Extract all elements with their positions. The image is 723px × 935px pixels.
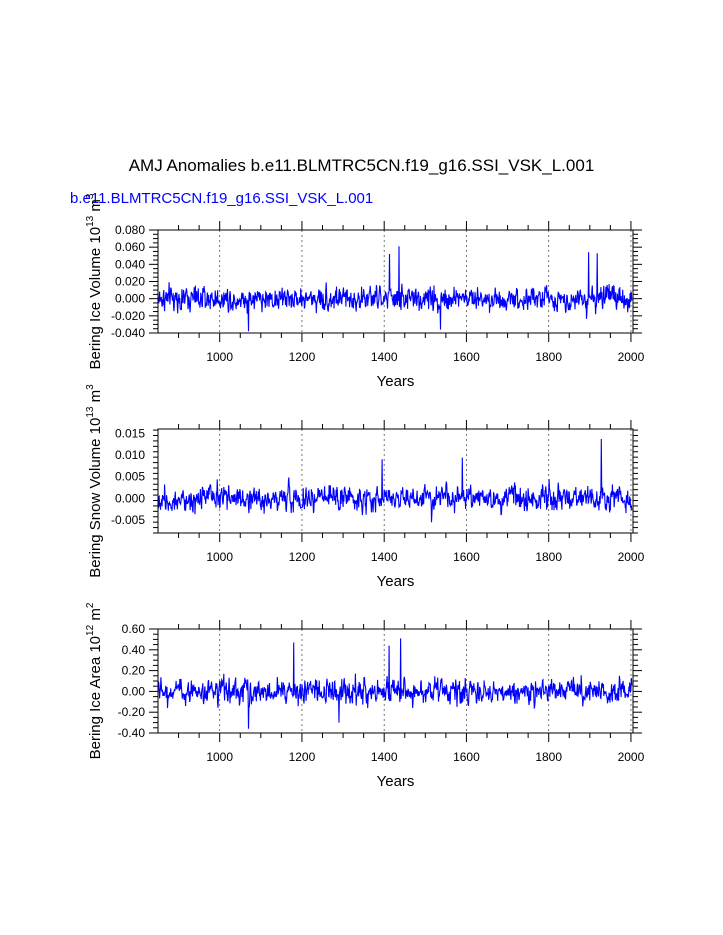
x-tick-label: 1000 xyxy=(206,550,233,564)
y-tick-label: -0.20 xyxy=(118,705,146,719)
x-tick-label: 1600 xyxy=(453,750,480,764)
y-tick-label: 0.080 xyxy=(115,223,145,237)
series-line xyxy=(157,438,633,523)
y-tick-label: 0.005 xyxy=(115,470,145,484)
plot-frame xyxy=(157,428,634,534)
x-tick-label: 1200 xyxy=(289,750,316,764)
y-label-unit: m xyxy=(87,390,104,407)
x-tick-label: 1400 xyxy=(371,350,398,364)
y-axis-label: Bering Ice Area 1012 m2 xyxy=(85,602,104,759)
y-tick-label: 0.60 xyxy=(122,622,146,636)
y-tick-label: -0.020 xyxy=(111,309,145,323)
y-label-unit-exponent: 3 xyxy=(85,193,96,199)
series-line xyxy=(157,638,633,729)
x-tick-label: 1400 xyxy=(371,750,398,764)
y-label-exponent: 13 xyxy=(85,406,96,418)
panel-1: 1000 1200 1400 1600 1800 2000 -0.040 -0.020 0.00… xyxy=(85,193,645,390)
y-label-exponent: 13 xyxy=(85,215,96,227)
y-tick-label: 0.015 xyxy=(115,426,145,440)
y-tick-label: 0.00 xyxy=(122,684,146,698)
x-tick-label: 1400 xyxy=(371,550,398,564)
y-tick-label: 0.20 xyxy=(122,664,146,678)
y-label-text: Bering Ice Area 10 xyxy=(87,636,104,759)
x-tick-label: 1800 xyxy=(535,350,562,364)
series-line xyxy=(157,246,633,332)
y-tick-label: -0.005 xyxy=(111,513,145,527)
x-tick-label: 1200 xyxy=(289,350,316,364)
x-axis-label: Years xyxy=(377,573,415,590)
x-axis-label: Years xyxy=(377,773,415,790)
y-tick-label: 0.060 xyxy=(115,240,145,254)
x-tick-label: 1800 xyxy=(535,750,562,764)
y-label-text: Bering Ice Volume 10 xyxy=(87,227,104,370)
x-tick-label: 1200 xyxy=(289,550,316,564)
x-tick-label: 2000 xyxy=(618,550,645,564)
y-axis-label: Bering Snow Volume 1013 m3 xyxy=(85,384,104,578)
panel-3: 1000 1200 1400 1600 1800 2000 -0.40 -0.20 0.00 0.… xyxy=(85,602,645,790)
y-tick-label: -0.40 xyxy=(118,726,146,740)
y-tick-label: 0.40 xyxy=(122,643,146,657)
y-axis-label: Bering Ice Volume 1013 m3 xyxy=(85,193,104,369)
x-tick-label: 1000 xyxy=(206,350,233,364)
y-tick-label: 0.000 xyxy=(115,292,145,306)
y-tick-label: 0.000 xyxy=(115,491,145,505)
x-tick-label: 1000 xyxy=(206,750,233,764)
panel-2: 1000 1200 1400 1600 1800 2000 -0.005 0.000 0.005… xyxy=(85,384,645,590)
y-label-unit-exponent: 2 xyxy=(85,602,96,608)
x-axis-label: Years xyxy=(377,373,415,390)
y-label-text: Bering Snow Volume 10 xyxy=(87,418,104,578)
figure-title: AMJ Anomalies b.e11.BLMTRC5CN.f19_g16.SS… xyxy=(128,156,595,175)
y-tick-label: 0.020 xyxy=(115,275,145,289)
x-tick-label: 1800 xyxy=(535,550,562,564)
x-tick-label: 2000 xyxy=(618,750,645,764)
y-label-exponent: 12 xyxy=(85,624,96,636)
y-label-unit-exponent: 3 xyxy=(85,384,96,390)
x-tick-label: 1600 xyxy=(453,350,480,364)
y-tick-label: 0.010 xyxy=(115,448,145,462)
y-tick-label: 0.040 xyxy=(115,257,145,271)
case-subtitle: b.e11.BLMTRC5CN.f19_g16.SSI_VSK_L.001 xyxy=(70,190,374,207)
x-tick-label: 1600 xyxy=(453,550,480,564)
x-tick-label: 2000 xyxy=(618,350,645,364)
y-tick-label: -0.040 xyxy=(111,326,145,340)
y-label-unit: m xyxy=(87,199,104,216)
y-label-unit: m xyxy=(87,608,104,625)
plot-frame xyxy=(157,229,634,334)
